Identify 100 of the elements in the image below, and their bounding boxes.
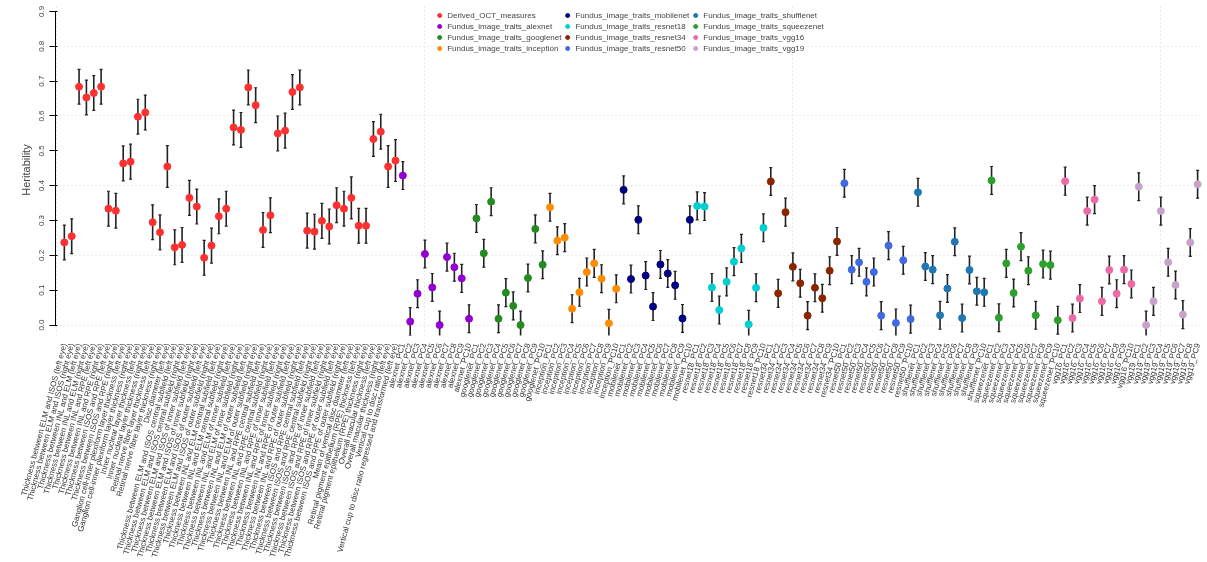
point bbox=[104, 204, 113, 213]
point bbox=[428, 283, 437, 292]
point bbox=[597, 274, 606, 283]
point bbox=[1120, 265, 1129, 274]
point bbox=[913, 188, 922, 197]
point bbox=[266, 211, 275, 220]
point bbox=[722, 277, 731, 286]
point bbox=[781, 208, 790, 217]
point bbox=[1105, 266, 1114, 274]
point bbox=[891, 318, 900, 327]
point bbox=[317, 216, 326, 225]
point bbox=[825, 266, 834, 275]
point bbox=[972, 287, 981, 296]
point bbox=[869, 268, 878, 277]
point bbox=[1193, 180, 1202, 189]
point bbox=[663, 269, 672, 278]
point bbox=[840, 179, 849, 188]
legend-label: Fundus_image_traits_vgg16 bbox=[703, 32, 805, 42]
point bbox=[818, 294, 827, 303]
point bbox=[325, 222, 334, 231]
y-axis-title: Heritability bbox=[19, 143, 32, 196]
point bbox=[685, 215, 694, 224]
point bbox=[1061, 177, 1070, 186]
point bbox=[1002, 259, 1011, 268]
point bbox=[1178, 310, 1187, 319]
point bbox=[406, 317, 415, 326]
point bbox=[111, 206, 120, 215]
point bbox=[259, 225, 268, 234]
y-tick-label: 0.2 bbox=[37, 249, 47, 261]
y-tick-label: 0.0 bbox=[37, 318, 47, 331]
point bbox=[148, 218, 157, 227]
point bbox=[531, 224, 540, 233]
point bbox=[1017, 242, 1025, 251]
point bbox=[803, 311, 812, 320]
point bbox=[774, 289, 783, 298]
point bbox=[141, 108, 150, 117]
point bbox=[494, 314, 503, 323]
point bbox=[369, 135, 378, 143]
point bbox=[649, 302, 658, 311]
point bbox=[509, 301, 518, 310]
point bbox=[1164, 258, 1173, 267]
point bbox=[730, 257, 738, 266]
point bbox=[612, 284, 621, 293]
point bbox=[634, 215, 643, 224]
point bbox=[1134, 182, 1143, 191]
point bbox=[700, 202, 709, 211]
point bbox=[170, 243, 179, 252]
point bbox=[126, 157, 135, 166]
y-tick-label: 0.7 bbox=[37, 75, 47, 87]
point bbox=[1112, 289, 1121, 298]
point bbox=[347, 193, 356, 202]
point bbox=[229, 123, 238, 132]
point bbox=[847, 265, 856, 274]
point bbox=[251, 101, 260, 110]
legend-label: Fundus_image_traits_resnet18 bbox=[575, 21, 686, 31]
point bbox=[457, 274, 466, 283]
point bbox=[965, 266, 974, 274]
point bbox=[75, 82, 84, 91]
point bbox=[443, 253, 451, 262]
point bbox=[398, 171, 407, 180]
point bbox=[987, 176, 996, 185]
y-tick-label: 0.8 bbox=[37, 40, 47, 52]
point bbox=[1053, 316, 1062, 325]
point bbox=[553, 236, 562, 245]
point bbox=[185, 193, 194, 202]
point bbox=[958, 314, 967, 323]
point bbox=[656, 260, 665, 269]
point bbox=[928, 265, 937, 274]
point bbox=[715, 306, 724, 315]
point bbox=[523, 274, 532, 282]
point bbox=[855, 258, 864, 267]
point bbox=[862, 277, 871, 286]
point bbox=[943, 284, 952, 293]
y-tick-label: 0.4 bbox=[37, 179, 47, 192]
point bbox=[707, 283, 716, 292]
point bbox=[1083, 207, 1092, 216]
point bbox=[60, 238, 69, 247]
point bbox=[163, 162, 172, 171]
legend-label: Fundus_image_traits_mobilenet bbox=[575, 10, 690, 20]
y-tick-label: 0.3 bbox=[37, 214, 47, 227]
point bbox=[568, 304, 577, 313]
point bbox=[332, 201, 341, 210]
point bbox=[420, 249, 429, 258]
legend-label: Derived_OCT_measures bbox=[447, 10, 536, 20]
point bbox=[759, 223, 768, 232]
point bbox=[693, 201, 702, 210]
point bbox=[877, 311, 886, 320]
point bbox=[222, 204, 231, 213]
point bbox=[1127, 279, 1136, 288]
point bbox=[207, 241, 216, 250]
point bbox=[1186, 238, 1195, 247]
point bbox=[391, 156, 400, 165]
y-tick-label: 0.1 bbox=[37, 284, 47, 296]
point bbox=[192, 202, 201, 211]
point bbox=[1046, 261, 1055, 270]
legend-label: Fundus_image_traits_vgg19 bbox=[703, 43, 805, 53]
point bbox=[906, 315, 915, 324]
point bbox=[479, 249, 488, 258]
y-tick-label: 0.9 bbox=[37, 5, 47, 18]
point bbox=[178, 240, 187, 249]
